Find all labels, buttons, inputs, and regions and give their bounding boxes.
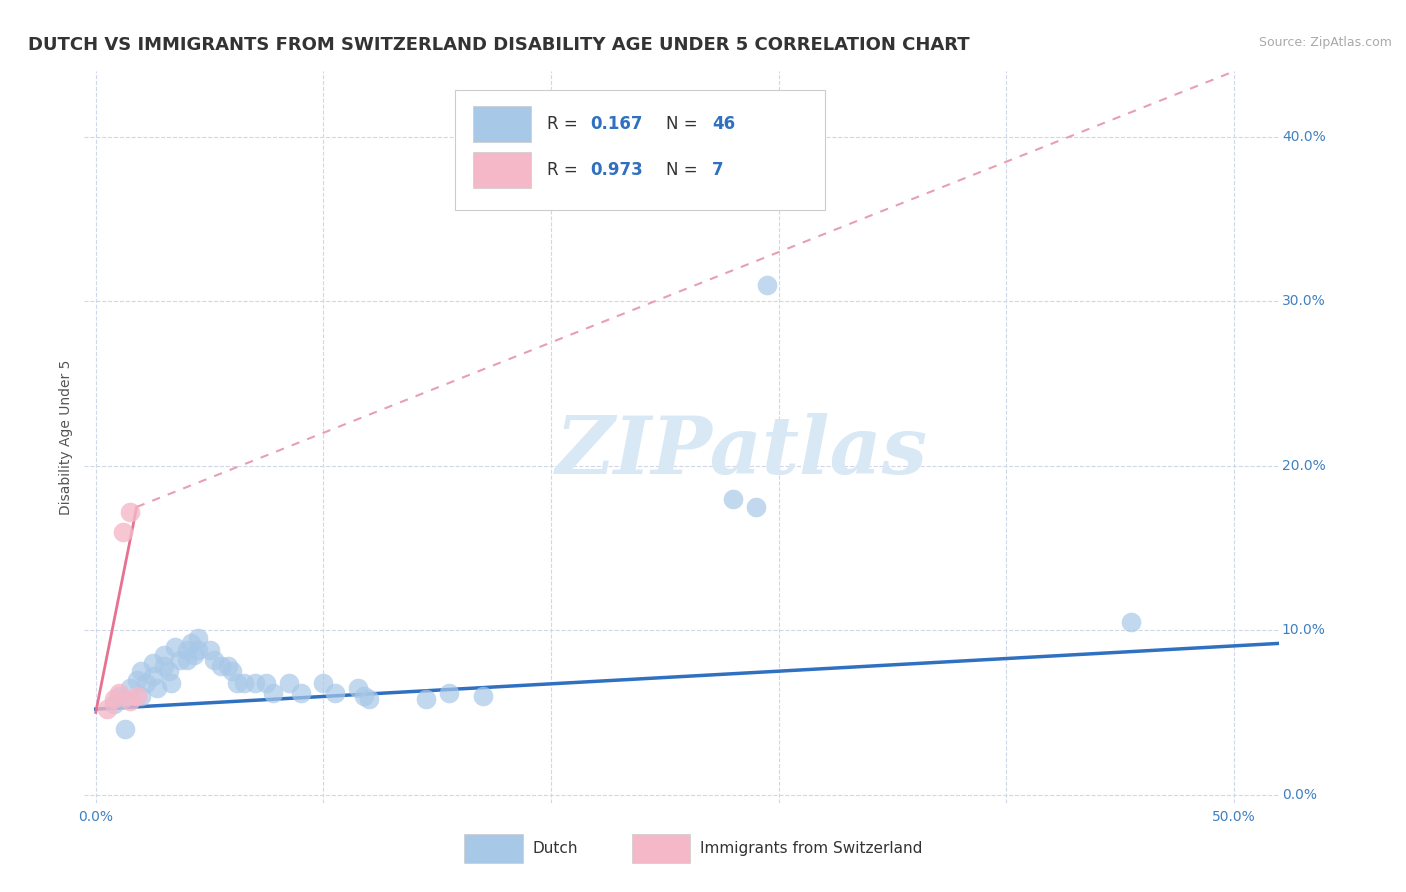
Text: 0.973: 0.973	[591, 161, 643, 179]
Point	[202, 653, 225, 667]
FancyBboxPatch shape	[472, 152, 531, 188]
Point	[135, 675, 157, 690]
Text: Immigrants from Switzerland: Immigrants from Switzerland	[700, 841, 922, 856]
Text: 0.167: 0.167	[591, 115, 643, 133]
Text: 0.0%: 0.0%	[1282, 788, 1317, 802]
Point	[290, 686, 312, 700]
Point	[153, 659, 176, 673]
Point	[232, 675, 254, 690]
Point	[176, 653, 198, 667]
Text: 46: 46	[711, 115, 735, 133]
Point	[118, 681, 141, 695]
Point	[198, 643, 221, 657]
Point	[112, 692, 135, 706]
Point	[96, 702, 118, 716]
Point	[745, 500, 768, 514]
Text: 40.0%: 40.0%	[1282, 130, 1326, 145]
Point	[183, 648, 205, 662]
Point	[225, 675, 247, 690]
Point	[103, 692, 125, 706]
Point	[471, 689, 494, 703]
Point	[1121, 615, 1143, 629]
Point	[125, 673, 148, 687]
Text: 10.0%: 10.0%	[1282, 624, 1326, 637]
Text: R =: R =	[547, 161, 583, 179]
Point	[146, 681, 169, 695]
Point	[165, 640, 187, 654]
FancyBboxPatch shape	[456, 90, 825, 211]
Point	[129, 665, 152, 679]
Point	[415, 692, 437, 706]
Point	[107, 686, 129, 700]
Point	[125, 689, 148, 703]
Y-axis label: Disability Age Under 5: Disability Age Under 5	[59, 359, 73, 515]
Point	[346, 681, 368, 695]
FancyBboxPatch shape	[631, 834, 690, 863]
Text: 30.0%: 30.0%	[1282, 294, 1326, 309]
Point	[157, 665, 180, 679]
Text: N =: N =	[666, 115, 703, 133]
Text: R =: R =	[547, 115, 583, 133]
Text: 20.0%: 20.0%	[1282, 458, 1326, 473]
Point	[142, 656, 165, 670]
Point	[221, 665, 243, 679]
Point	[153, 648, 176, 662]
Point	[118, 694, 141, 708]
Point	[160, 675, 183, 690]
Point	[243, 675, 266, 690]
FancyBboxPatch shape	[472, 106, 531, 143]
Text: Dutch: Dutch	[533, 841, 578, 856]
Point	[103, 697, 125, 711]
Point	[209, 659, 232, 673]
Point	[312, 675, 335, 690]
Point	[107, 689, 129, 703]
Point	[756, 278, 779, 293]
Point	[142, 669, 165, 683]
Point	[169, 653, 191, 667]
Point	[118, 505, 141, 519]
Point	[180, 636, 202, 650]
Point	[323, 686, 346, 700]
Point	[278, 675, 301, 690]
Point	[217, 659, 239, 673]
Point	[187, 643, 209, 657]
Point	[114, 722, 136, 736]
Point	[721, 491, 744, 506]
Point	[357, 692, 380, 706]
Text: Source: ZipAtlas.com: Source: ZipAtlas.com	[1258, 36, 1392, 49]
Point	[262, 686, 284, 700]
Point	[129, 689, 152, 703]
Text: ZIPatlas: ZIPatlas	[555, 413, 928, 491]
Point	[176, 643, 198, 657]
Text: DUTCH VS IMMIGRANTS FROM SWITZERLAND DISABILITY AGE UNDER 5 CORRELATION CHART: DUTCH VS IMMIGRANTS FROM SWITZERLAND DIS…	[28, 36, 970, 54]
Point	[353, 689, 375, 703]
Point	[437, 686, 460, 700]
FancyBboxPatch shape	[464, 834, 523, 863]
Text: 7: 7	[711, 161, 724, 179]
Point	[256, 675, 278, 690]
Text: N =: N =	[666, 161, 703, 179]
Point	[112, 524, 135, 539]
Point	[187, 632, 209, 646]
